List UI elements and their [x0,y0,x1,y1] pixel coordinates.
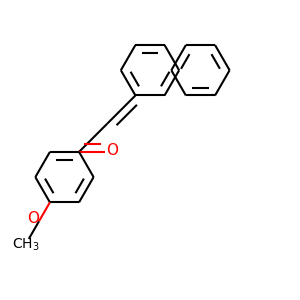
Text: CH$_3$: CH$_3$ [12,236,40,253]
Text: O: O [28,211,40,226]
Text: O: O [106,143,118,158]
